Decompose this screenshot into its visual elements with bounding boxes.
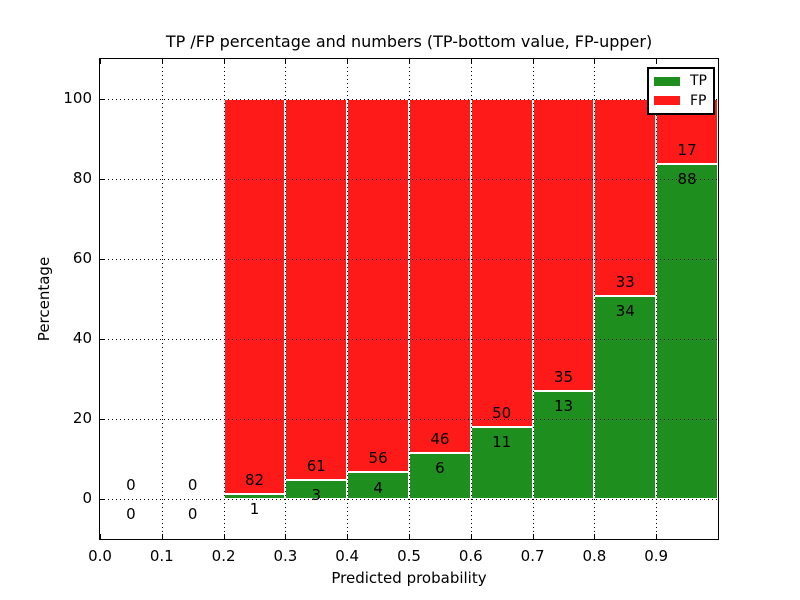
fp-bar-segment [532, 99, 595, 391]
legend-item-tp: TP [654, 73, 708, 89]
legend: TP FP [647, 67, 715, 115]
legend-swatch-fp [654, 96, 680, 106]
x-tick-label: 0.0 [88, 547, 112, 565]
y-tick-label: 100 [63, 89, 92, 107]
tp-count-label: 3 [311, 486, 322, 505]
x-tick [594, 534, 596, 539]
x-tick-label: 0.8 [582, 547, 607, 565]
fp-bar-segment [594, 99, 657, 296]
y-tick [100, 339, 105, 340]
y-tick-label: 80 [72, 169, 92, 187]
y-tick [100, 499, 105, 500]
v-gridline [409, 59, 410, 539]
fp-bar-segment [285, 99, 348, 481]
v-gridline [347, 59, 349, 539]
tp-count-label: 1 [249, 500, 260, 519]
v-gridline [223, 59, 225, 539]
tp-count-label: 0 [126, 505, 136, 524]
x-tick-top [161, 59, 163, 64]
x-tick [285, 534, 287, 539]
legend-label-fp: FP [690, 92, 707, 109]
fp-count-label: 61 [306, 457, 326, 476]
x-axis-label: Predicted probability [331, 569, 487, 587]
x-tick-top [594, 59, 596, 64]
x-tick-top [532, 59, 534, 64]
y-tick-label: 0 [82, 489, 92, 507]
fp-count-label: 56 [368, 449, 388, 468]
x-tick-label: 0.5 [397, 547, 421, 565]
fp-bar-segment [409, 99, 471, 453]
fp-count-label: 82 [244, 471, 265, 490]
x-tick-top [347, 59, 349, 64]
tp-count-label: 34 [615, 302, 635, 321]
fp-bar-segment [223, 99, 286, 495]
x-tick-top [656, 59, 658, 64]
tp-count-label: 6 [435, 459, 445, 478]
x-tick [161, 534, 163, 539]
fp-bar-segment [347, 99, 409, 473]
tp-count-label: 11 [492, 433, 512, 452]
v-gridline [532, 59, 534, 539]
fp-count-label: 35 [553, 367, 574, 386]
x-tick [409, 534, 410, 539]
fp-count-label: 0 [126, 476, 136, 494]
x-tick-label: 0.6 [458, 547, 483, 565]
fp-count-label: 50 [492, 403, 512, 422]
x-tick-top [223, 59, 225, 64]
fp-count-label: 46 [430, 429, 450, 448]
fp-count-label: 17 [677, 140, 697, 159]
y-tick-label: 20 [72, 409, 92, 427]
x-tick-label: 0.4 [335, 547, 360, 565]
y-tick [100, 179, 105, 180]
tp-bar-segment [594, 296, 657, 499]
v-gridline [161, 59, 163, 539]
x-tick-top [100, 59, 101, 64]
fp-count-label: 33 [615, 273, 635, 291]
x-tick-label: 0.1 [149, 547, 174, 565]
legend-item-fp: FP [654, 93, 708, 109]
x-tick-top [409, 59, 410, 64]
legend-swatch-tp [654, 76, 680, 86]
tp-count-label: 13 [553, 396, 574, 415]
x-tick-top [285, 59, 287, 64]
v-gridline [285, 59, 287, 539]
plot-area: TP FP 0 0 0 0 82 1 61 3 56 4 46 6 50 11 35 13 33 34 17 88 [99, 58, 719, 540]
x-tick-label: 0.3 [273, 547, 298, 565]
v-gridline [594, 59, 596, 539]
tp-bar-segment [347, 472, 409, 499]
y-tick-label: 40 [72, 329, 92, 347]
y-tick [100, 99, 105, 100]
x-tick [100, 534, 101, 539]
v-gridline [470, 59, 472, 539]
chart-title-line1: TP /FP percentage and numbers (TP-bottom… [165, 32, 653, 51]
x-tick-label: 0.9 [644, 547, 669, 565]
x-tick [532, 534, 534, 539]
v-gridline [656, 59, 658, 539]
x-tick [656, 534, 658, 539]
fp-bar-segment [470, 99, 533, 427]
legend-label-tp: TP [690, 73, 707, 90]
x-tick [223, 534, 225, 539]
tp-bar-segment [656, 163, 718, 499]
tp-count-label: 88 [677, 169, 697, 188]
x-tick-top [470, 59, 472, 64]
tp-count-label: 0 [187, 505, 198, 524]
y-tick-label: 60 [72, 249, 92, 267]
x-tick [347, 534, 349, 539]
x-tick-label: 0.7 [520, 547, 545, 565]
tp-count-label: 4 [373, 478, 383, 497]
y-tick [100, 259, 105, 260]
x-tick [470, 534, 472, 539]
x-tick-label: 0.2 [211, 547, 236, 565]
y-tick [100, 419, 105, 420]
fp-count-label: 0 [187, 476, 198, 494]
